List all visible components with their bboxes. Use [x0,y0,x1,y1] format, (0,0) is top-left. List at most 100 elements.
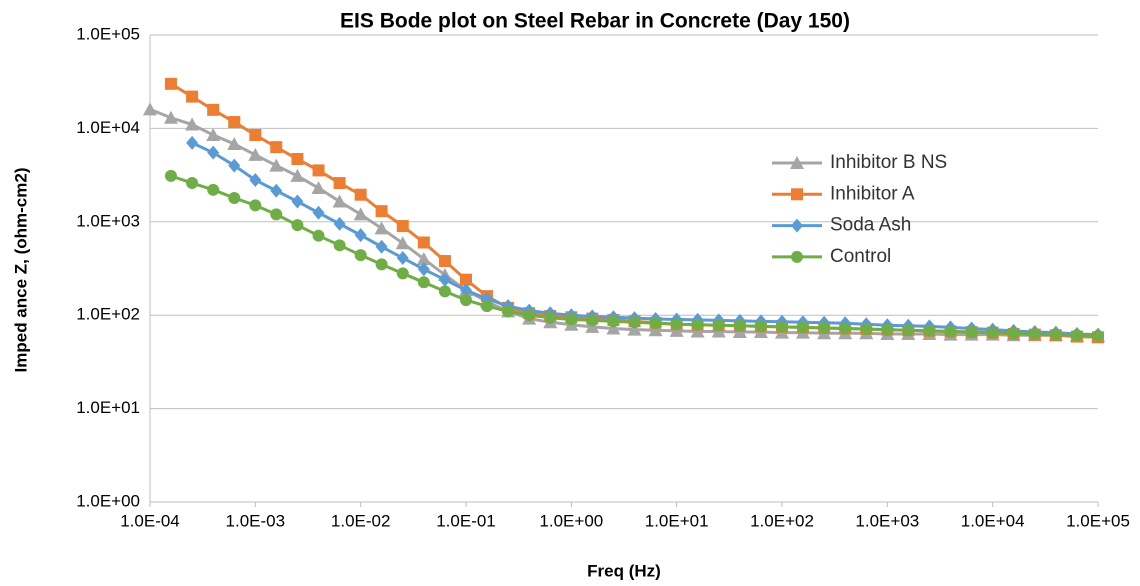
marker [416,251,431,265]
marker [333,239,346,252]
marker [270,208,283,221]
marker [185,117,200,131]
marker [818,321,831,334]
x-tick-label: 1.0E+05 [1066,511,1130,530]
marker [649,317,662,330]
marker [607,315,620,328]
marker [1049,328,1062,341]
marker [1070,329,1083,342]
chart-title: EIS Bode plot on Steel Rebar in Concrete… [340,10,850,33]
marker [438,272,451,287]
x-tick-label: 1.0E+03 [855,511,919,530]
marker [291,194,304,209]
marker [354,188,367,201]
marker [228,158,241,173]
legend-marker [790,156,804,169]
marker [986,326,999,339]
marker [396,220,409,233]
marker [544,311,557,324]
marker [186,177,199,190]
marker [312,229,325,242]
marker [291,153,304,166]
marker [270,183,283,198]
marker [228,191,241,204]
marker [417,262,430,277]
y-tick-label: 1.0E+01 [76,398,140,417]
marker [670,318,683,331]
marker [311,181,326,195]
marker [648,323,663,337]
marker [207,103,220,116]
x-axis-title: Freq (Hz) [587,561,661,580]
marker [460,294,472,307]
marker [627,322,642,336]
marker [249,128,262,141]
marker [460,273,472,286]
marker [227,137,242,151]
marker [417,276,430,289]
legend-label: Inhibitor A [830,183,915,204]
marker [291,219,304,232]
marker [375,205,388,218]
marker [375,239,388,254]
x-tick-label: 1.0E+00 [539,511,603,530]
marker [839,322,852,335]
marker [333,177,346,190]
marker [186,135,199,150]
marker [565,313,578,326]
marker [628,316,641,329]
legend-label: Inhibitor B NS [830,152,947,173]
marker [396,267,409,280]
marker [248,147,263,161]
marker [712,319,725,332]
marker [923,324,936,337]
marker [776,320,788,333]
marker [164,169,177,182]
marker [186,90,199,103]
series-line [149,107,1098,338]
marker [270,141,283,154]
marker [438,285,451,298]
x-tick-label: 1.0E+04 [961,511,1025,530]
series-line [170,82,1099,339]
marker [374,221,389,235]
marker [353,207,368,221]
marker [796,321,809,334]
marker [438,255,451,268]
x-tick-label: 1.0E+01 [645,511,709,530]
y-tick-label: 1.0E+03 [76,211,140,230]
x-tick-label: 1.0E-01 [436,511,496,530]
marker [312,164,325,177]
marker [860,323,873,336]
marker [480,300,493,313]
marker [690,324,705,338]
marker [460,283,472,298]
marker [312,205,325,220]
marker [206,127,221,141]
y-axis-title: Imped ance Z, (ohm-cm2) [11,168,30,373]
marker [902,324,915,337]
marker [965,326,978,339]
marker [881,323,894,336]
marker [290,168,305,182]
marker [354,249,367,262]
marker [691,318,704,331]
marker [1028,327,1041,340]
marker [249,173,262,188]
marker [269,158,284,172]
y-tick-label: 1.0E+02 [76,305,140,324]
marker [333,216,346,231]
x-tick-label: 1.0E-03 [226,511,286,530]
marker [523,309,536,322]
y-tick-label: 1.0E+00 [76,491,140,510]
legend-label: Control [830,246,891,267]
marker [1092,329,1104,342]
marker [207,145,220,160]
marker [228,116,241,129]
marker [163,110,178,124]
marker [754,320,767,333]
legend-marker [791,218,803,233]
marker [669,323,684,337]
y-tick-label: 1.0E+04 [76,118,140,137]
